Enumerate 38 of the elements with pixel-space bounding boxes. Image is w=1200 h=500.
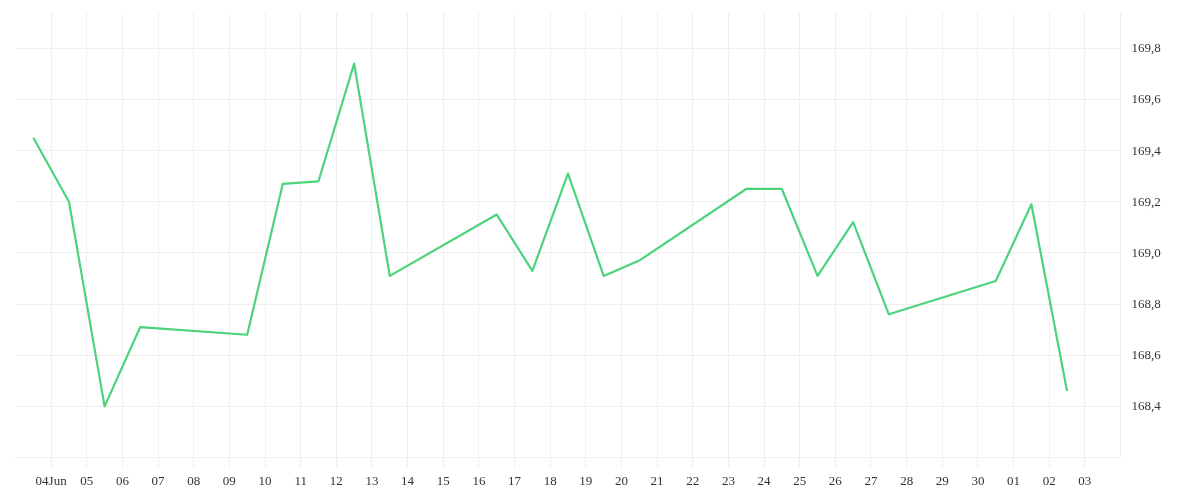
x-tick-label: 13 bbox=[365, 472, 379, 488]
x-tick-label: 23 bbox=[721, 472, 735, 488]
x-tick-label: 12 bbox=[329, 472, 343, 488]
x-tick-label: 08 bbox=[187, 472, 201, 488]
x-tick-label: 18 bbox=[543, 472, 557, 488]
x-tick-label: 19 bbox=[579, 472, 593, 488]
y-tick-label: 168,8 bbox=[1131, 296, 1161, 312]
y-tick-label: 169,0 bbox=[1131, 244, 1161, 260]
y-tick-label: 169,2 bbox=[1131, 193, 1161, 209]
x-tick-label: 20 bbox=[614, 472, 628, 488]
x-tick-label: 21 bbox=[650, 472, 664, 488]
x-tick-label: 02 bbox=[1042, 472, 1056, 488]
x-tick-label: 25 bbox=[793, 472, 807, 488]
x-tick-label: 05 bbox=[80, 472, 94, 488]
x-tick-label: 15 bbox=[436, 472, 450, 488]
x-tick-label: 09 bbox=[222, 472, 236, 488]
x-tick-label: 01 bbox=[1007, 472, 1021, 488]
y-tick-label: 168,4 bbox=[1131, 398, 1162, 414]
y-tick-label: 169,4 bbox=[1131, 142, 1162, 158]
x-tick-label: 17 bbox=[508, 472, 522, 488]
x-tick-label: 10 bbox=[258, 472, 272, 488]
x-tick-label: 26 bbox=[828, 472, 843, 488]
x-tick-label: 14 bbox=[401, 472, 415, 488]
x-tick-label: 27 bbox=[864, 472, 878, 488]
x-tick-label: 22 bbox=[686, 472, 700, 488]
x-tick-label: 11 bbox=[294, 472, 307, 488]
y-tick-label: 169,6 bbox=[1131, 91, 1162, 107]
x-tick-label: 29 bbox=[935, 472, 949, 488]
x-tick-label: 06 bbox=[115, 472, 130, 488]
x-tick-label: 28 bbox=[900, 472, 914, 488]
y-tick-label: 168,6 bbox=[1131, 347, 1162, 363]
x-tick-label: 03 bbox=[1078, 472, 1092, 488]
x-tick-label: 30 bbox=[971, 472, 985, 488]
x-tick-label: 16 bbox=[472, 472, 486, 488]
x-tick-label: 24 bbox=[757, 472, 772, 488]
x-tick-label: 04Jun bbox=[35, 472, 68, 488]
x-tick-label: 07 bbox=[151, 472, 166, 488]
y-tick-label: 169,8 bbox=[1131, 40, 1161, 56]
